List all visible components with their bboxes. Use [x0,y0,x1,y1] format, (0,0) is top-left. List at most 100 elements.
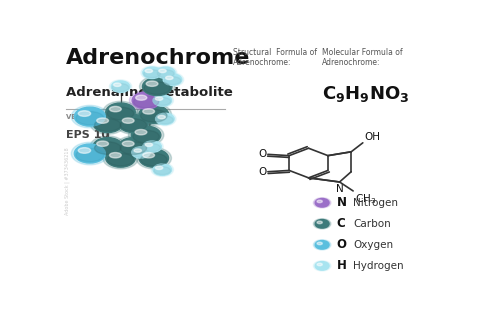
Ellipse shape [151,94,174,107]
Ellipse shape [314,198,331,208]
Text: Carbon: Carbon [353,219,391,229]
Ellipse shape [72,142,108,165]
Ellipse shape [315,219,329,228]
Ellipse shape [140,76,175,97]
Text: N: N [337,196,347,209]
Ellipse shape [154,112,176,126]
Ellipse shape [135,130,147,135]
Ellipse shape [118,115,148,133]
Ellipse shape [122,118,134,123]
Ellipse shape [314,240,331,250]
Ellipse shape [156,166,163,169]
Ellipse shape [317,263,322,266]
Ellipse shape [154,66,177,80]
Ellipse shape [145,143,152,147]
Ellipse shape [146,81,158,86]
Text: OH: OH [365,132,381,142]
Ellipse shape [317,221,322,224]
Ellipse shape [142,78,172,96]
Ellipse shape [132,149,150,157]
Ellipse shape [72,105,108,128]
Ellipse shape [96,141,108,147]
Ellipse shape [110,107,122,112]
Ellipse shape [116,136,151,158]
Ellipse shape [76,149,104,162]
Text: O: O [337,238,347,251]
Ellipse shape [156,113,174,125]
Ellipse shape [94,119,121,131]
Ellipse shape [164,77,181,85]
Ellipse shape [314,261,331,271]
Ellipse shape [112,84,129,92]
Ellipse shape [128,124,164,146]
Ellipse shape [151,163,174,176]
Text: O: O [258,150,266,160]
Ellipse shape [108,107,134,120]
Ellipse shape [139,105,168,123]
Ellipse shape [140,153,167,166]
Ellipse shape [116,113,151,134]
Ellipse shape [134,149,141,152]
Ellipse shape [120,119,146,131]
Ellipse shape [90,113,126,134]
Ellipse shape [90,136,126,158]
Text: H: H [337,259,346,272]
Ellipse shape [156,97,163,100]
Ellipse shape [118,138,148,156]
Text: CH$_3$: CH$_3$ [355,192,376,206]
Ellipse shape [136,148,172,169]
Ellipse shape [94,142,121,155]
Text: Nitrogen: Nitrogen [353,198,398,208]
Ellipse shape [158,116,166,119]
Ellipse shape [317,242,322,245]
Text: Oxygen: Oxygen [353,240,393,250]
Ellipse shape [132,147,150,158]
Ellipse shape [120,142,146,155]
Ellipse shape [166,76,173,80]
Text: O: O [258,167,266,177]
Ellipse shape [315,240,329,249]
Ellipse shape [136,104,172,125]
Text: Adrenochrome: Adrenochrome [66,48,251,68]
Ellipse shape [163,74,182,85]
Ellipse shape [78,148,90,153]
Text: $\mathbf{C_9H_9NO_3}$: $\mathbf{C_9H_9NO_3}$ [322,84,410,104]
Ellipse shape [130,90,163,111]
Ellipse shape [143,67,162,79]
Ellipse shape [141,140,163,154]
Ellipse shape [154,166,170,174]
Ellipse shape [158,70,174,78]
Ellipse shape [154,97,170,106]
Ellipse shape [78,111,90,116]
Ellipse shape [133,130,160,143]
Ellipse shape [111,81,130,92]
Ellipse shape [317,200,322,203]
Ellipse shape [139,149,168,167]
Ellipse shape [162,73,184,87]
Ellipse shape [141,66,163,80]
Text: Structural  Formula of
Adrenochrome:: Structural Formula of Adrenochrome: [233,48,317,67]
Ellipse shape [106,149,136,167]
Ellipse shape [156,116,173,124]
Ellipse shape [143,141,162,152]
Text: Adobe Stock | #373436218: Adobe Stock | #373436218 [64,147,70,215]
Ellipse shape [93,138,122,156]
Ellipse shape [153,95,172,106]
Ellipse shape [136,95,147,100]
Text: Adrenaline Metabolite: Adrenaline Metabolite [66,86,233,99]
Ellipse shape [134,96,158,108]
Ellipse shape [93,115,122,133]
Ellipse shape [159,69,166,73]
Ellipse shape [103,148,138,169]
Ellipse shape [114,83,121,87]
Text: EPS 10: EPS 10 [66,130,110,140]
Ellipse shape [110,80,132,93]
Ellipse shape [132,92,160,109]
Ellipse shape [110,153,122,158]
Ellipse shape [132,126,161,144]
Ellipse shape [130,146,152,159]
Ellipse shape [96,118,108,123]
Ellipse shape [122,141,134,147]
Ellipse shape [74,107,106,126]
Ellipse shape [108,153,134,166]
